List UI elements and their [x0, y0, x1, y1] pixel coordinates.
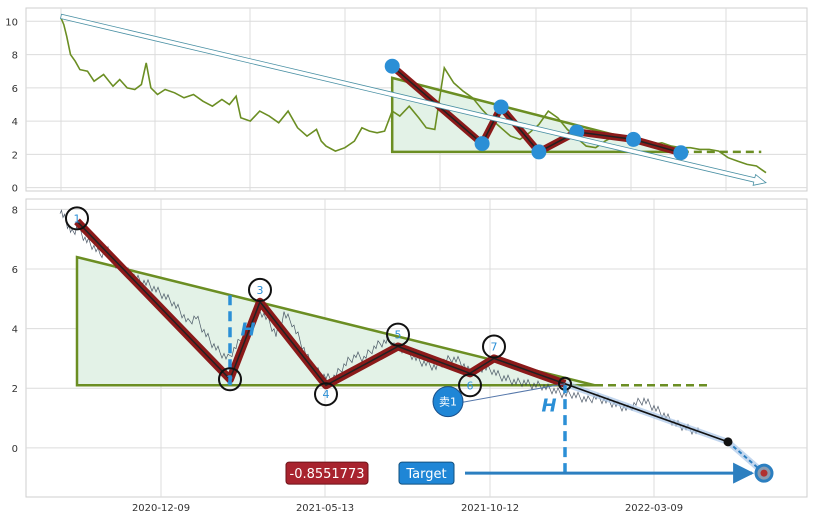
detail-point-5-circle	[386, 322, 410, 347]
detail-h-label-2: H	[541, 395, 556, 416]
overview-pivot-2	[474, 136, 490, 152]
detail-y-tick-3: 6	[12, 265, 18, 276]
detail-series	[59, 209, 701, 436]
overview-pivot-1	[384, 58, 400, 74]
detail-point-4-circle	[314, 382, 338, 407]
overview-y-tick-4: 8	[12, 51, 18, 62]
detail-point-3-label: 3	[257, 284, 264, 297]
detail-target-label-box	[398, 461, 455, 485]
overview-trend-arrow	[60, 13, 767, 186]
detail-point-3-circle	[248, 277, 272, 302]
detail-point-5-label: 5	[395, 329, 402, 342]
detail-x-ticks: 2020-12-09 2021-05-13 2021-10-12 2022-03-09	[132, 503, 683, 514]
detail-target-value: -0.8551773	[290, 467, 365, 482]
detail-x-tick-2: 2021-10-12	[461, 503, 519, 514]
overview-pivot-3	[493, 99, 509, 115]
detail-y-tick-0: 0	[12, 444, 18, 455]
overview-y-tick-5: 10	[5, 17, 18, 28]
overview-y-tick-1: 2	[12, 150, 18, 161]
detail-y-ticks: 0 2 4 6 8	[12, 205, 18, 454]
detail-point-6-label: 6	[467, 379, 474, 392]
detail-sell-connector	[454, 383, 566, 405]
overview-y-tick-3: 6	[12, 84, 18, 95]
detail-zigzag-inner	[76, 220, 566, 387]
detail-point-4-label: 4	[323, 388, 330, 401]
detail-overlay: H H 1 2 3 4 5 6 7 卖1 -0.8551773 Target	[65, 206, 774, 485]
detail-sell-marker	[432, 386, 464, 418]
detail-point-6-circle	[458, 373, 482, 398]
overview-pivot-4	[531, 144, 547, 160]
detail-projection-node	[723, 437, 733, 447]
detail-y-tick-1: 2	[12, 384, 18, 395]
detail-sell-label: 卖1	[439, 396, 457, 409]
overview-y-ticks: 0 2 4 6 8 10	[5, 17, 18, 194]
detail-point-2-circle	[218, 367, 242, 392]
detail-target-label: Target	[405, 467, 446, 482]
detail-target-point-core	[760, 469, 768, 477]
detail-point-7-circle	[482, 334, 506, 359]
detail-point-1-circle	[65, 206, 89, 231]
detail-projection-line	[564, 383, 729, 443]
detail-y-tick-4: 8	[12, 205, 18, 216]
detail-point-1-label: 1	[74, 212, 81, 225]
overview-pivot-7	[673, 145, 689, 161]
overview-grid	[26, 8, 807, 191]
detail-x-tick-3: 2022-03-09	[625, 503, 683, 514]
detail-projection-dash	[727, 441, 765, 474]
detail-x-tick-1: 2021-05-13	[296, 503, 354, 514]
detail-grid	[26, 199, 807, 497]
detail-point-7-label: 7	[491, 341, 498, 354]
overview-y-tick-2: 4	[12, 117, 18, 128]
detail-y-tick-2: 4	[12, 325, 18, 336]
overview-y-tick-0: 0	[12, 184, 18, 195]
overview-pivot-6	[626, 131, 642, 147]
detail-h-label-1: H	[240, 320, 255, 341]
detail-price-line	[59, 209, 701, 436]
detail-point-2-label: 2	[227, 373, 234, 386]
detail-x-tick-0: 2020-12-09	[132, 503, 190, 514]
overview-overlay	[60, 13, 767, 186]
detail-target-value-box	[285, 461, 369, 485]
